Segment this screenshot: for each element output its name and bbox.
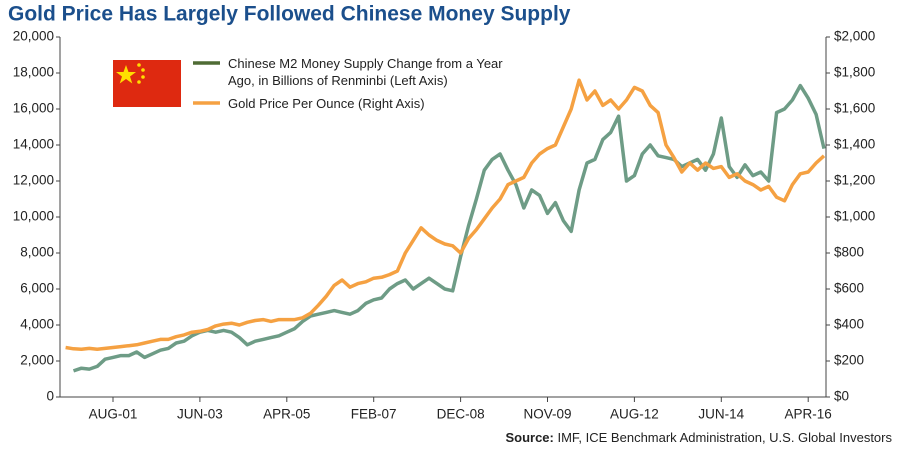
- series-line: [65, 78, 826, 352]
- y-tick-label: 8,000: [20, 245, 54, 260]
- legend-entry: Chinese M2 Money Supply Change from a Ye…: [228, 56, 503, 88]
- source: Source: IMF, ICE Benchmark Administratio…: [505, 430, 892, 445]
- y2-tick-label: $1,800: [834, 65, 875, 80]
- flag: [113, 60, 181, 107]
- flag-field: [113, 60, 181, 107]
- y2-tick-label: $400: [834, 317, 864, 332]
- x-tick-label: APR-05: [263, 407, 310, 422]
- legend-entry: Gold Price Per Ounce (Right Axis): [228, 96, 425, 111]
- x-tick-label: APR-16: [785, 407, 832, 422]
- source-label: Source:: [505, 430, 553, 445]
- y-tick-label: 12,000: [13, 173, 54, 188]
- source-text: IMF, ICE Benchmark Administration, U.S. …: [557, 430, 892, 445]
- y-tick-label: 2,000: [20, 353, 54, 368]
- flag-star: [137, 63, 141, 67]
- x-tick-label: AUG-01: [89, 407, 138, 422]
- y2-tick-label: $800: [834, 245, 864, 260]
- y2-tick-label: $200: [834, 353, 864, 368]
- y2-tick-label: $2,000: [834, 29, 875, 44]
- flag-star: [116, 65, 136, 84]
- x-tick-label: NOV-09: [523, 407, 571, 422]
- y2-tick-label: $1,600: [834, 101, 875, 116]
- y2-tick-label: $1,200: [834, 173, 875, 188]
- x-tick-label: FEB-07: [351, 407, 397, 422]
- flag-star: [137, 80, 141, 84]
- x-tick-label: JUN-03: [177, 407, 223, 422]
- y-tick-label: 16,000: [13, 101, 54, 116]
- y2-tick-label: $1,400: [834, 137, 875, 152]
- y2-tick-label: $0: [834, 389, 849, 404]
- y-tick-label: 10,000: [13, 209, 54, 224]
- flag-star: [141, 68, 145, 72]
- x-tick-label: DEC-08: [437, 407, 485, 422]
- y-tick-label: 6,000: [20, 281, 54, 296]
- flag-star: [141, 75, 145, 79]
- x-tick-label: JUN-14: [698, 407, 744, 422]
- y-tick-label: 4,000: [20, 317, 54, 332]
- y-tick-label: 14,000: [13, 137, 54, 152]
- x-tick-label: AUG-12: [610, 407, 659, 422]
- y-tick-label: 0: [46, 389, 54, 404]
- series-line: [72, 83, 826, 373]
- y-tick-label: 18,000: [13, 65, 54, 80]
- y2-tick-label: $600: [834, 281, 864, 296]
- y2-tick-label: $1,000: [834, 209, 875, 224]
- y-tick-label: 20,000: [13, 29, 54, 44]
- chart-title: Gold Price Has Largely Followed Chinese …: [8, 3, 571, 26]
